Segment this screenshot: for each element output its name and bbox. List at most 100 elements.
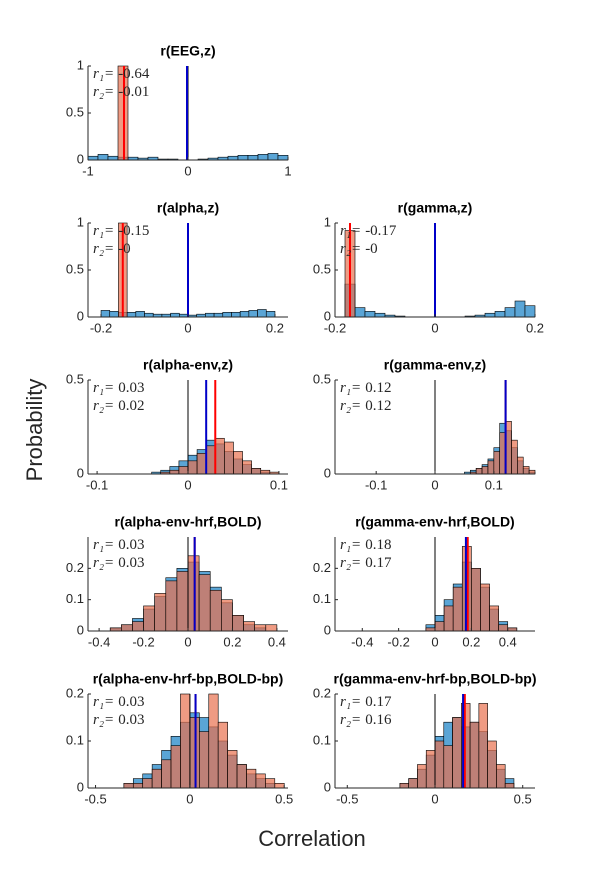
histogram-bar — [144, 312, 154, 318]
histogram-bar — [198, 574, 211, 632]
marker-label: r₂= -0 — [93, 241, 131, 257]
histogram-bar — [232, 615, 244, 632]
histogram-bar — [170, 312, 180, 318]
marker-name: r₁= — [340, 380, 361, 396]
x-tick-label: 0.1 — [270, 477, 288, 492]
marker-label: r₁= 0.12 — [340, 380, 391, 396]
histogram-bar — [100, 310, 111, 318]
histogram-bar — [187, 460, 198, 475]
marker-label: r₂= -0 — [340, 241, 378, 257]
histogram-bar — [496, 764, 506, 789]
histogram-bar — [231, 311, 241, 318]
histogram-bar — [236, 764, 247, 789]
marker-label: r₁= -0.64 — [93, 66, 150, 82]
marker-name: r₂= — [340, 241, 361, 257]
x-tick-label: 0.4 — [268, 634, 286, 649]
histogram-bar — [434, 740, 445, 789]
marker-value: 0.03 — [118, 537, 144, 553]
marker-name: r₂= — [93, 241, 114, 257]
histogram-bar — [434, 621, 445, 632]
marker-label: r₁= -0.15 — [93, 223, 149, 239]
x-tick-label: -0.4 — [351, 634, 373, 649]
marker-value: 0.02 — [118, 398, 144, 414]
histogram-bar — [196, 453, 207, 475]
y-tick-label: 0.2 — [66, 685, 84, 700]
histogram-bar — [154, 593, 167, 632]
panel-title: r(alpha-env-hrf,BOLD) — [115, 514, 262, 530]
histogram-bar — [170, 745, 181, 789]
histogram-bar — [176, 571, 189, 632]
histogram-bar — [121, 624, 133, 632]
marker-value: -0 — [365, 241, 378, 257]
marker-name: r₂= — [340, 555, 361, 571]
y-tick-label: 0 — [77, 779, 84, 794]
panel-title: r(alpha,z) — [157, 200, 219, 216]
histogram-bar — [481, 466, 489, 475]
histogram-bar — [213, 312, 224, 318]
histogram-bar — [180, 693, 191, 789]
y-tick-label: 0 — [77, 151, 84, 166]
marker-value: -0 — [118, 241, 131, 257]
histogram-bar — [247, 155, 259, 161]
x-tick-label: 0 — [431, 320, 438, 335]
histogram-bar — [493, 451, 501, 475]
panel-title: r(gamma-env-hrf-bp,BOLD-bp) — [334, 671, 537, 687]
marker-value: 0.18 — [365, 537, 391, 553]
marker-label: r₂= 0.03 — [93, 555, 144, 571]
marker-value: 0.16 — [365, 712, 392, 728]
x-tick-label: -0.1 — [365, 477, 387, 492]
histogram-bar — [498, 624, 509, 632]
x-tick-label: 0.2 — [266, 320, 284, 335]
histogram-bar — [265, 624, 278, 632]
x-tick-label: 0.5 — [514, 791, 532, 806]
histogram-bar — [443, 605, 454, 632]
histogram-bar — [214, 437, 225, 475]
marker-name: r₂= — [340, 712, 361, 728]
marker-value: 0.12 — [365, 380, 391, 396]
marker-value: 0.03 — [118, 555, 144, 571]
histogram-bar — [255, 773, 266, 789]
x-tick-label: 0.2 — [526, 320, 544, 335]
x-tick-label: -1 — [82, 163, 94, 178]
histogram-bar — [123, 782, 134, 789]
histogram-bar — [161, 759, 172, 789]
histogram-bar — [243, 621, 255, 632]
marker-name: r₁= — [93, 694, 114, 710]
marker-name: r₁= — [93, 537, 114, 553]
marker-label: r₂= 0.03 — [93, 712, 144, 728]
marker-value: 0.17 — [365, 555, 392, 571]
panel-title: r(EEG,z) — [160, 43, 215, 59]
histogram-bar — [135, 311, 145, 318]
histogram-bar — [267, 153, 279, 161]
marker-name: r₁= — [340, 537, 361, 553]
histogram-bar — [265, 311, 276, 318]
y-tick-label: 0.1 — [66, 591, 84, 606]
x-tick-label: 1 — [284, 163, 291, 178]
histogram-bar — [233, 451, 243, 475]
histogram-bar — [254, 624, 267, 632]
x-tick-label: 0 — [431, 634, 438, 649]
histogram-bar — [209, 589, 222, 632]
y-tick-label: 0.2 — [66, 560, 84, 575]
x-tick-label: 0.1 — [485, 477, 503, 492]
x-tick-label: -0.1 — [86, 477, 108, 492]
histogram-bar — [227, 750, 238, 789]
marker-name: r₁= — [93, 66, 114, 82]
marker-value: 0.17 — [365, 694, 392, 710]
histogram-bar — [452, 717, 462, 789]
histogram-bar — [221, 599, 233, 632]
y-tick-label: 0.1 — [313, 732, 331, 747]
marker-label: r₁= 0.03 — [93, 694, 144, 710]
x-tick-label: 0 — [184, 634, 191, 649]
histogram-bar — [374, 312, 386, 318]
y-tick-label: 0.1 — [66, 732, 84, 747]
histogram-bar — [178, 466, 189, 475]
y-tick-label: 0 — [324, 465, 331, 480]
histogram-bar — [487, 460, 495, 475]
histogram-bar — [246, 768, 257, 789]
